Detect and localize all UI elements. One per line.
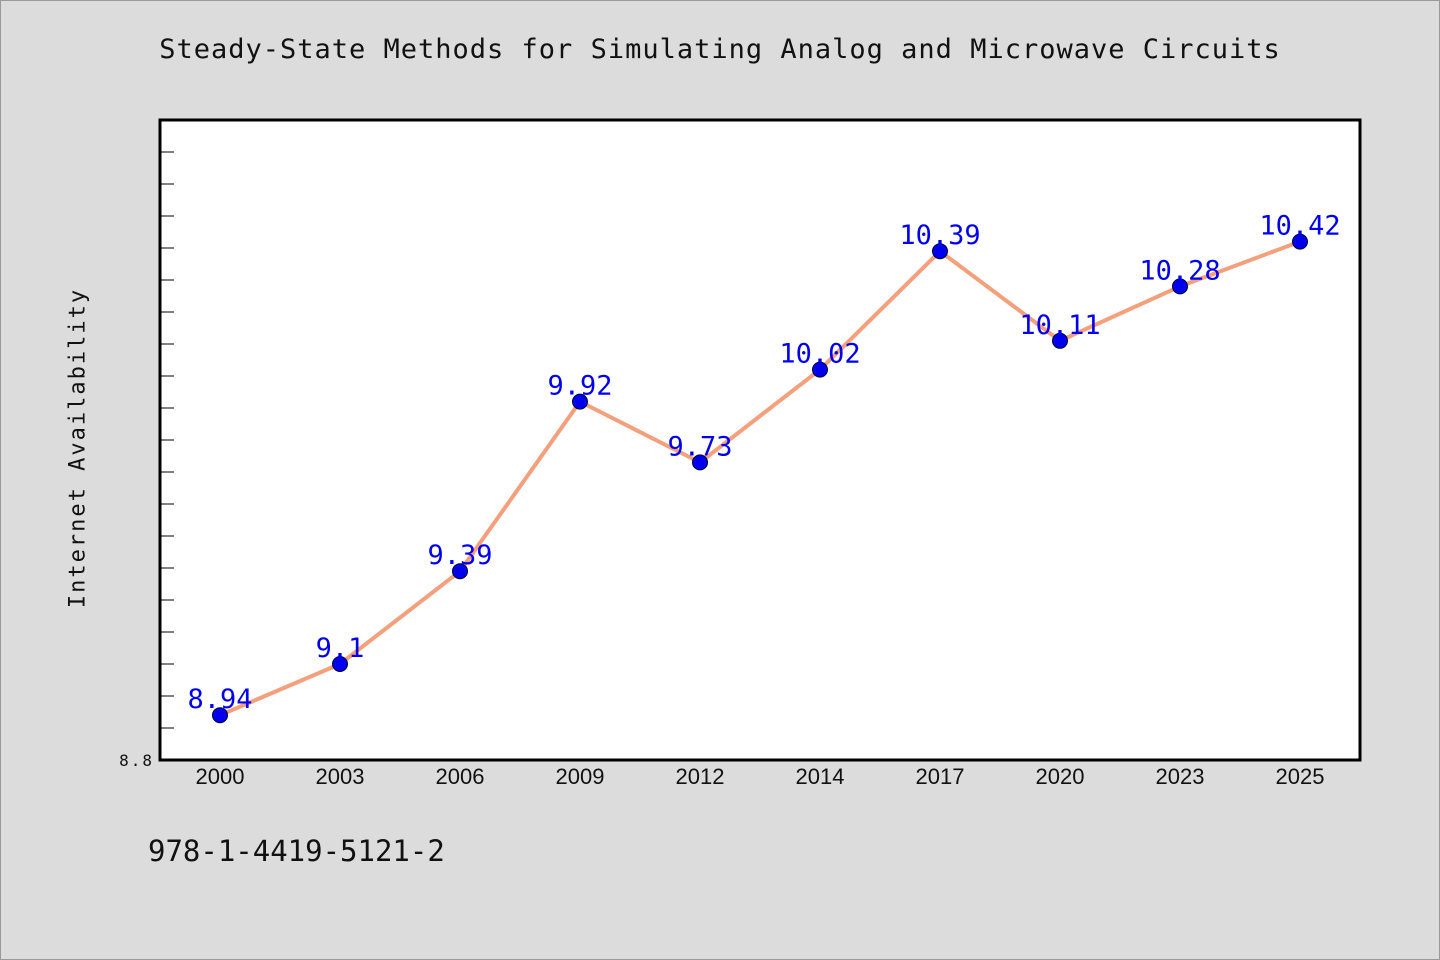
- data-label: 10.11: [1019, 310, 1100, 341]
- x-tick-label: 2025: [1276, 764, 1325, 789]
- data-point: [1292, 233, 1308, 250]
- data-label: 10.42: [1259, 211, 1340, 242]
- plot-area: [158, 118, 1362, 762]
- data-label: 8.94: [187, 684, 252, 715]
- data-point: [1052, 332, 1068, 349]
- x-tick-label: 2014: [796, 764, 845, 789]
- x-tick-label: 2003: [316, 764, 365, 789]
- x-tick-label: 2009: [556, 764, 605, 789]
- data-point: [572, 393, 588, 410]
- data-point: [932, 243, 948, 260]
- data-point: [1172, 278, 1188, 295]
- data-point: [332, 656, 348, 672]
- x-tick-label: 2012: [676, 764, 725, 789]
- data-label: 9.39: [427, 540, 492, 571]
- isbn-footer: 978-1-4419-5121-2: [148, 834, 445, 868]
- x-tick-label: 2006: [436, 764, 485, 789]
- chart-title: Steady-State Methods for Simulating Anal…: [159, 34, 1281, 65]
- series-line: [219, 239, 1301, 718]
- data-label: 10.28: [1139, 255, 1220, 286]
- y-tick-label: 8.8: [119, 751, 154, 770]
- x-tick-label: 2000: [196, 764, 245, 789]
- data-label: 9.73: [667, 431, 732, 462]
- data-label: 9.1: [316, 633, 365, 664]
- data-point: [212, 707, 228, 724]
- data-point: [812, 361, 828, 378]
- data-label: 9.92: [547, 371, 612, 402]
- data-label: 10.02: [779, 339, 860, 370]
- data-point: [452, 563, 468, 580]
- data-label: 10.39: [899, 220, 980, 251]
- data-point: [692, 454, 708, 471]
- x-tick-label: 2023: [1156, 764, 1205, 789]
- x-tick-label: 2017: [916, 764, 965, 789]
- x-tick-label: 2020: [1036, 764, 1085, 789]
